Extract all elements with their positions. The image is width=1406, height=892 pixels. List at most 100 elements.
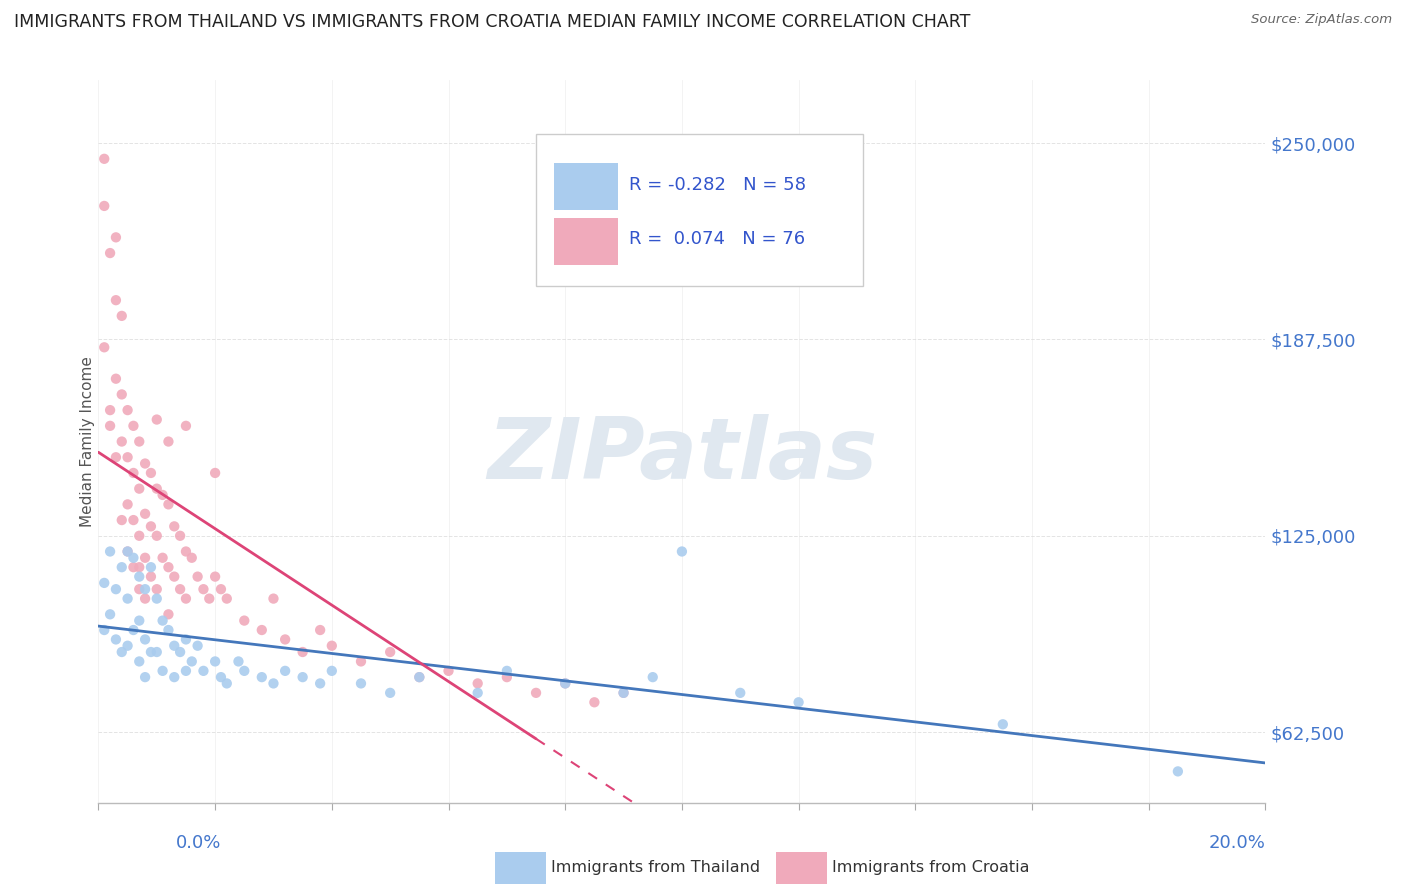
Point [104, 293, 127, 308]
Point [193, 664, 215, 678]
Point [117, 544, 139, 558]
Point [152, 664, 174, 678]
Point [111, 513, 134, 527]
Point [104, 372, 127, 386]
Point [104, 632, 127, 647]
Point [187, 569, 209, 583]
Point [209, 670, 232, 684]
Point [187, 639, 209, 653]
Point [496, 664, 519, 678]
Text: Immigrants from Thailand: Immigrants from Thailand [551, 860, 761, 874]
Point [163, 670, 186, 684]
Point [274, 632, 297, 647]
Point [128, 560, 150, 574]
Point [380, 686, 402, 700]
Point [193, 582, 215, 597]
Point [174, 544, 197, 558]
Point [139, 466, 162, 480]
Point [128, 482, 150, 496]
Point [122, 623, 145, 637]
Point [111, 387, 134, 401]
Point [467, 686, 489, 700]
Point [122, 560, 145, 574]
Point [157, 560, 180, 574]
Point [104, 582, 127, 597]
Point [134, 670, 156, 684]
Point [157, 434, 180, 449]
Text: Immigrants from Croatia: Immigrants from Croatia [832, 860, 1029, 874]
Point [157, 607, 180, 622]
Point [146, 591, 169, 606]
Point [139, 560, 162, 574]
Point [174, 664, 197, 678]
Point [157, 623, 180, 637]
Point [111, 434, 134, 449]
Point [163, 639, 186, 653]
Point [157, 497, 180, 511]
Point [111, 309, 134, 323]
Point [169, 529, 191, 543]
Point [250, 670, 273, 684]
Point [117, 544, 139, 558]
Point [233, 614, 256, 628]
Point [93, 575, 115, 590]
Point [122, 418, 145, 433]
Point [152, 550, 174, 565]
Point [111, 645, 134, 659]
Point [228, 655, 250, 669]
Text: R =  0.074   N = 76: R = 0.074 N = 76 [630, 230, 806, 248]
Point [111, 560, 134, 574]
Point [134, 550, 156, 565]
Point [146, 645, 169, 659]
Point [215, 676, 238, 690]
Point [134, 507, 156, 521]
Point [128, 655, 150, 669]
Point [128, 614, 150, 628]
Point [134, 632, 156, 647]
Point [641, 670, 664, 684]
Text: 20.0%: 20.0% [1209, 834, 1265, 852]
Point [98, 403, 121, 417]
Point [262, 591, 284, 606]
Point [134, 591, 156, 606]
Point [128, 582, 150, 597]
Point [612, 686, 634, 700]
Point [174, 591, 197, 606]
Point [209, 582, 232, 597]
Point [122, 550, 145, 565]
Point [233, 664, 256, 678]
Point [152, 488, 174, 502]
Point [117, 450, 139, 465]
Point [180, 655, 202, 669]
Text: Source: ZipAtlas.com: Source: ZipAtlas.com [1251, 13, 1392, 27]
Point [128, 529, 150, 543]
Point [554, 676, 576, 690]
Point [174, 418, 197, 433]
Point [93, 152, 115, 166]
Point [98, 607, 121, 622]
Point [122, 466, 145, 480]
Point [169, 582, 191, 597]
Point [496, 670, 519, 684]
Point [169, 645, 191, 659]
Point [98, 544, 121, 558]
Point [274, 664, 297, 678]
Point [122, 513, 145, 527]
Text: ZIPatlas: ZIPatlas [486, 415, 877, 498]
Point [146, 482, 169, 496]
Point [291, 670, 314, 684]
Point [671, 544, 693, 558]
Point [104, 230, 127, 244]
Point [139, 569, 162, 583]
Y-axis label: Median Family Income: Median Family Income [80, 356, 94, 527]
Text: R = -0.282   N = 58: R = -0.282 N = 58 [630, 176, 807, 194]
Point [309, 676, 332, 690]
Point [408, 670, 430, 684]
Point [787, 695, 810, 709]
Point [128, 434, 150, 449]
Point [104, 450, 127, 465]
Point [321, 664, 343, 678]
Point [350, 655, 373, 669]
Point [146, 412, 169, 426]
Point [117, 591, 139, 606]
